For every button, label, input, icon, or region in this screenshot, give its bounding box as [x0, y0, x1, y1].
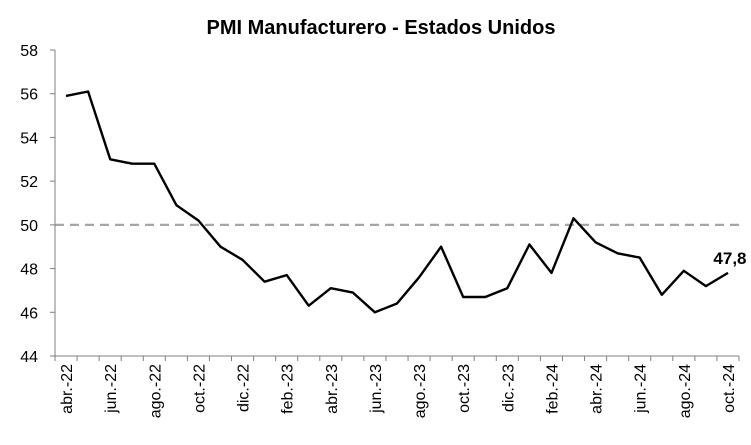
x-tick-label: abr.-22: [59, 364, 76, 414]
x-tick-label: ago.-24: [677, 364, 694, 418]
x-tick-label: jun.-23: [368, 364, 385, 414]
x-tick-label: abr.-23: [324, 364, 341, 414]
end-value-label: 47,8: [713, 249, 746, 268]
x-tick-label: oct.-24: [721, 364, 738, 413]
x-tick-label: feb.-23: [280, 364, 297, 414]
axes: [50, 49, 740, 361]
x-tick-label: jun.-24: [633, 364, 650, 414]
y-tick-label: 46: [20, 305, 38, 322]
x-tick-label: oct.-22: [191, 364, 208, 413]
x-tick-label: ago.-22: [147, 364, 164, 418]
y-tick-label: 58: [20, 43, 38, 60]
series-line-0: [65, 90, 729, 314]
data-label-layer: 47,8: [713, 249, 746, 268]
y-tick-label: 44: [20, 349, 38, 366]
y-tick-label: 48: [20, 262, 38, 279]
y-axis-ticks: 44 46 48 50 52 54 56 58: [20, 43, 38, 366]
x-tick-label: dic.-23: [500, 364, 517, 412]
y-tick-label: 56: [20, 87, 38, 104]
x-tick-label: oct.-23: [456, 364, 473, 413]
x-tick-label: abr.-24: [589, 364, 606, 414]
x-tick-label: feb.-24: [544, 364, 561, 414]
y-tick-label: 52: [20, 174, 38, 191]
x-tick-label: dic.-22: [236, 364, 253, 412]
x-tick-label: jun.-22: [103, 364, 120, 414]
y-tick-label: 50: [20, 218, 38, 235]
x-axis-ticks: abr.-22 jun.-22 ago.-22 oct.-22 dic.-22 feb.-…: [59, 364, 738, 418]
series-layer: [65, 90, 729, 314]
x-tick-label: ago.-23: [412, 364, 429, 418]
y-tick-label: 54: [20, 130, 38, 147]
chart-title: PMI Manufacturero - Estados Unidos: [207, 17, 556, 39]
